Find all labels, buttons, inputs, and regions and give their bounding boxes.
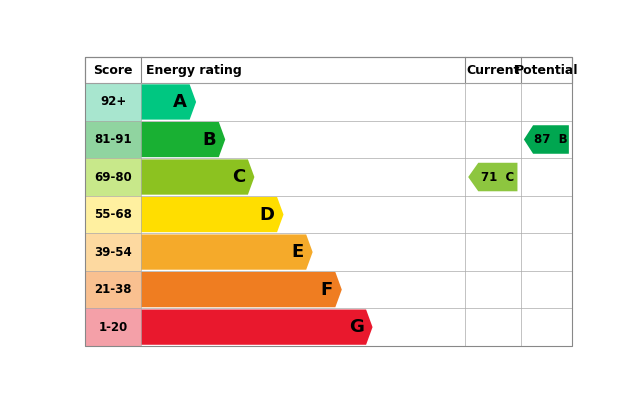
Text: 69-80: 69-80: [94, 170, 132, 184]
Text: 39-54: 39-54: [94, 245, 132, 259]
Bar: [85, 271, 141, 308]
Bar: [85, 158, 141, 196]
Text: 81-91: 81-91: [94, 133, 132, 146]
Text: G: G: [349, 318, 363, 336]
Bar: [85, 83, 141, 121]
Bar: [85, 196, 141, 233]
Polygon shape: [141, 122, 225, 157]
Text: Score: Score: [94, 64, 133, 77]
Polygon shape: [141, 159, 254, 195]
Text: Energy rating: Energy rating: [146, 64, 242, 77]
Polygon shape: [524, 125, 569, 154]
Bar: [85, 57, 572, 83]
Text: 92+: 92+: [100, 95, 126, 109]
Polygon shape: [141, 235, 313, 270]
Text: C: C: [232, 168, 246, 186]
Text: 21-38: 21-38: [94, 283, 132, 296]
Text: F: F: [320, 280, 333, 298]
Text: Current: Current: [466, 64, 520, 77]
Polygon shape: [468, 163, 517, 191]
Text: A: A: [173, 93, 187, 111]
Bar: [85, 308, 141, 346]
Polygon shape: [141, 197, 283, 232]
Text: E: E: [292, 243, 304, 261]
Polygon shape: [141, 272, 342, 307]
Text: D: D: [260, 205, 274, 223]
Text: 1-20: 1-20: [99, 321, 128, 334]
Text: Potential: Potential: [515, 64, 578, 77]
Text: 87  B: 87 B: [534, 133, 568, 146]
Bar: [85, 121, 141, 158]
Bar: [85, 233, 141, 271]
Text: 71  C: 71 C: [481, 170, 515, 184]
Text: B: B: [203, 130, 216, 148]
Text: 55-68: 55-68: [94, 208, 132, 221]
Polygon shape: [141, 310, 372, 345]
Polygon shape: [141, 84, 196, 120]
